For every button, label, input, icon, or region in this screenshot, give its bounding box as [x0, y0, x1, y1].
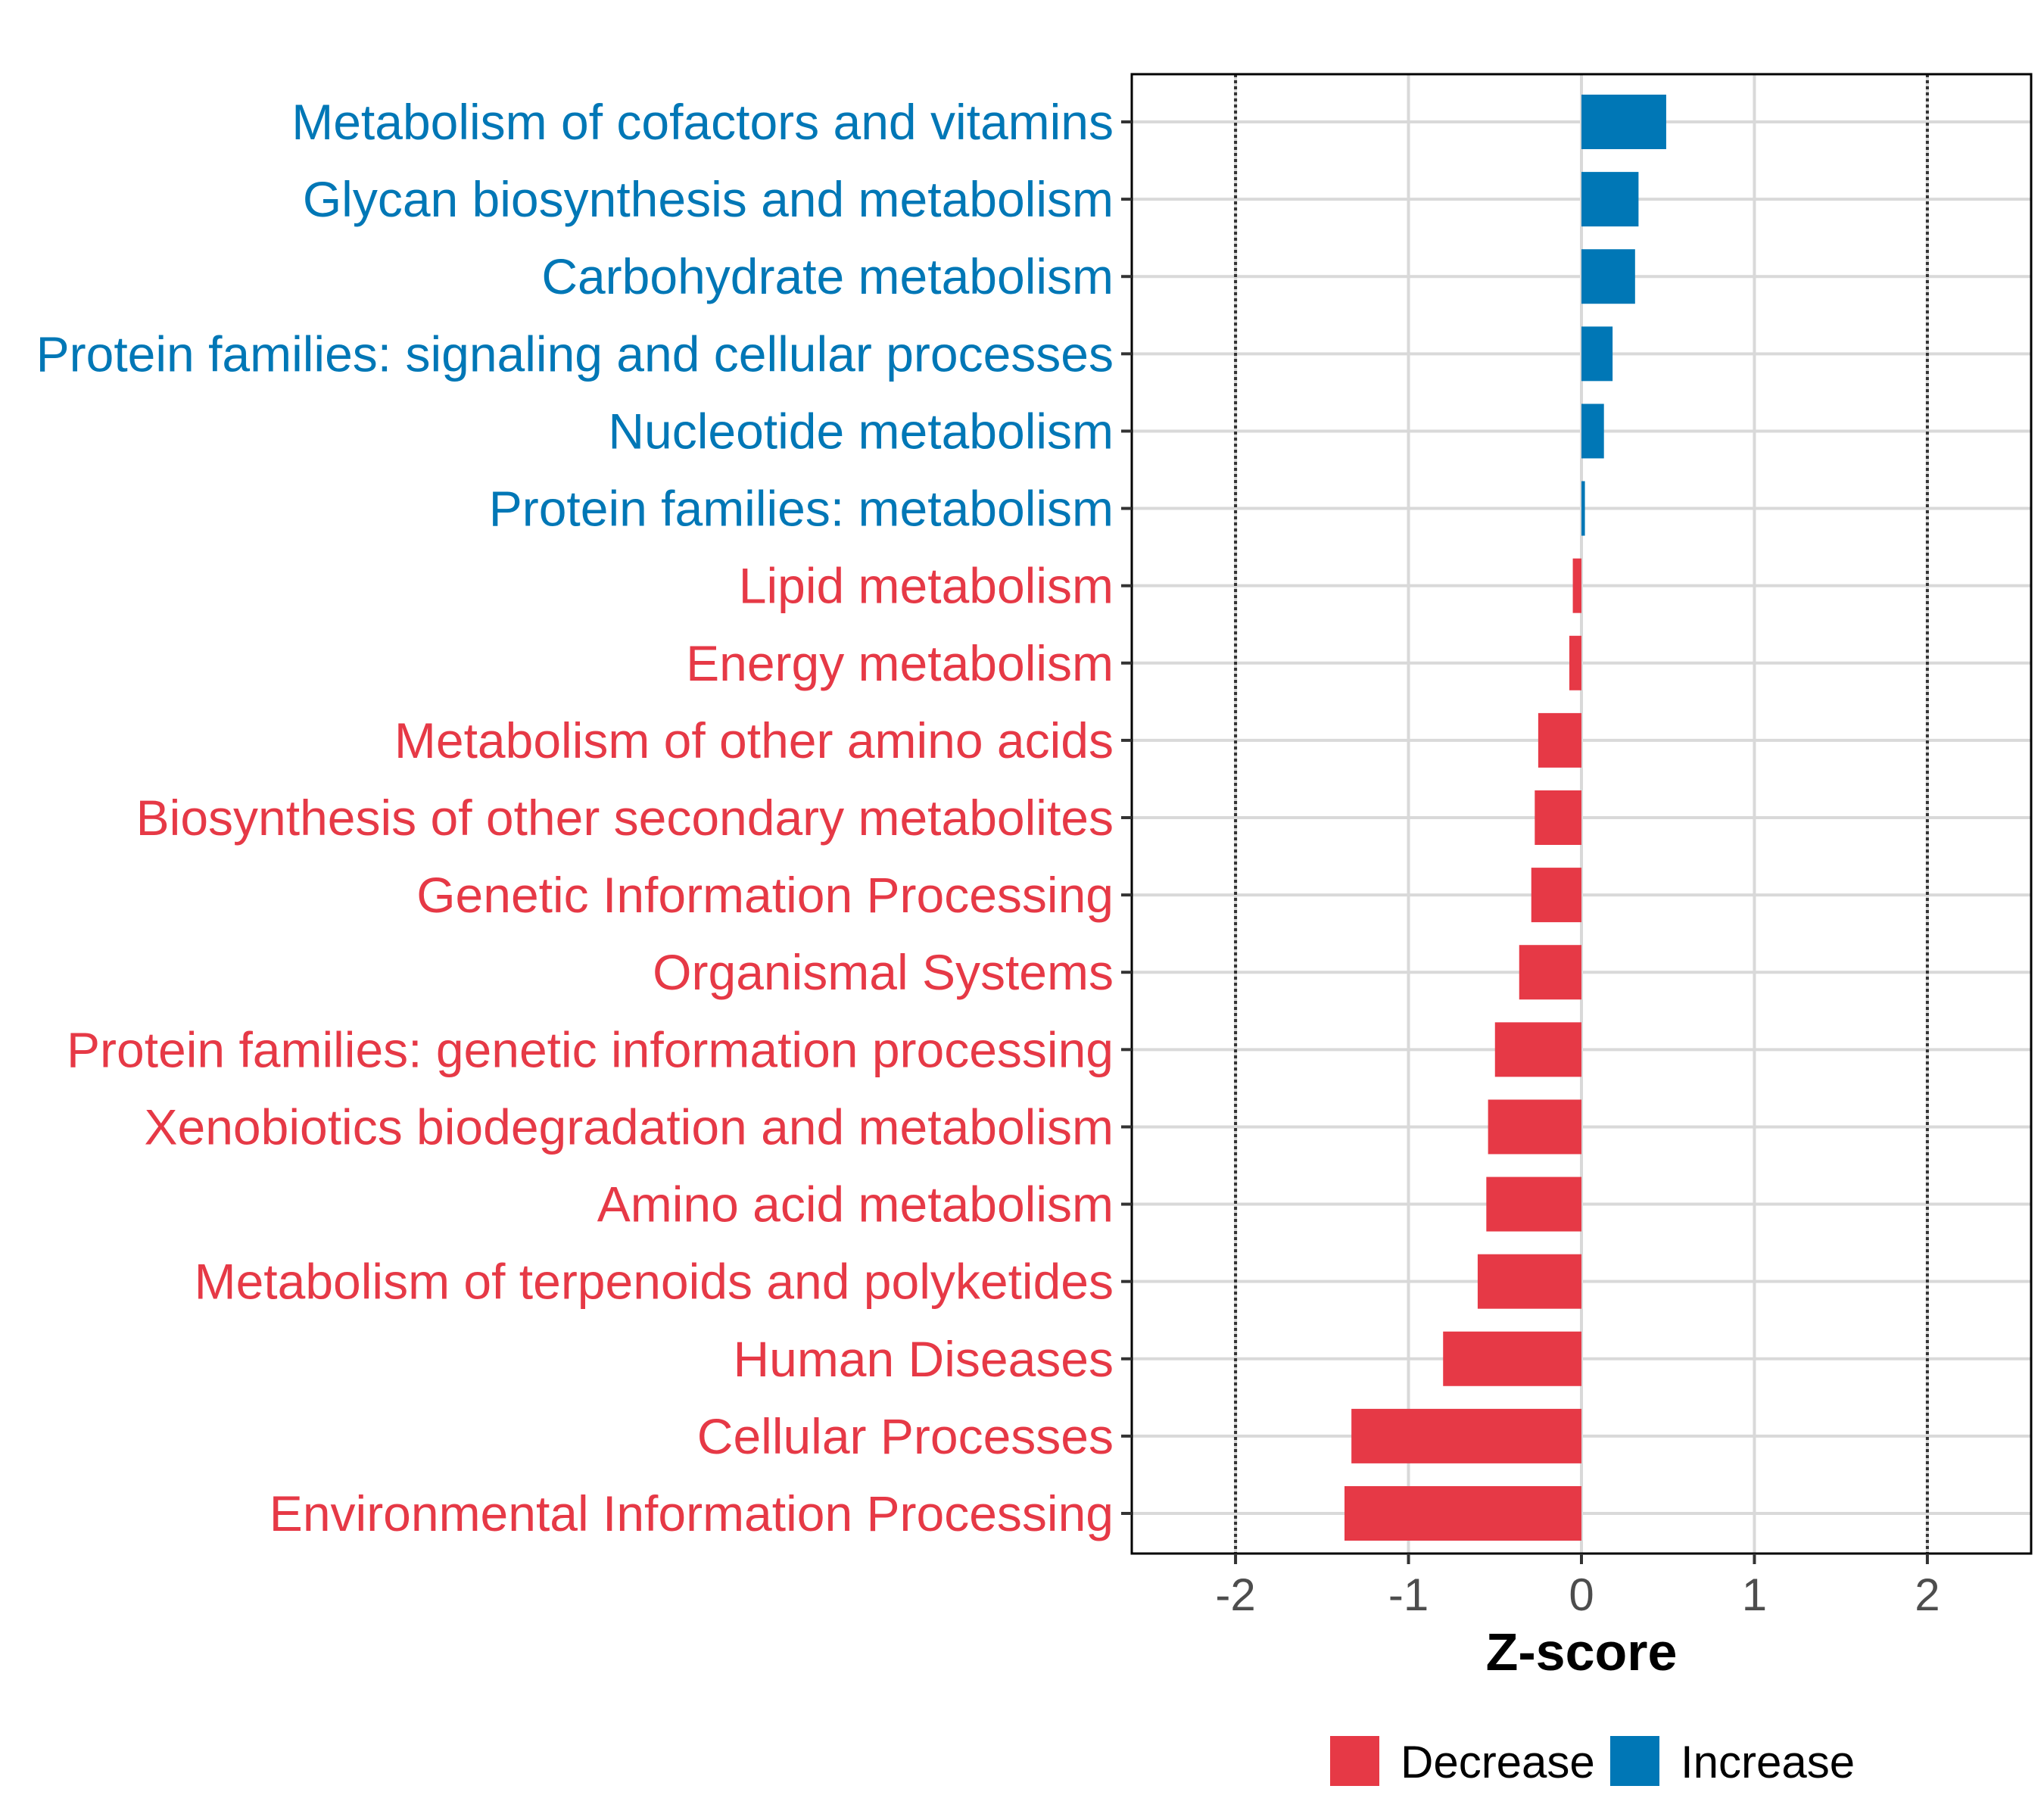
category-label: Xenobiotics biodegradation and metabolis…	[145, 1099, 1114, 1155]
legend-key-increase	[1610, 1736, 1659, 1786]
bar	[1581, 172, 1639, 227]
x-axis-ticks: -2 -1 0 1 2	[1215, 1554, 1940, 1620]
category-label: Environmental Information Processing	[270, 1485, 1114, 1541]
bar	[1443, 1331, 1581, 1386]
category-label: Protein families: genetic information pr…	[67, 1021, 1114, 1077]
bar	[1572, 558, 1581, 613]
bar	[1494, 1022, 1581, 1077]
bar	[1519, 945, 1581, 1000]
y-axis-ticks	[1121, 120, 1132, 1515]
x-tick-label: -2	[1215, 1569, 1255, 1620]
bar	[1581, 249, 1635, 304]
category-label: Metabolism of cofactors and vitamins	[291, 94, 1114, 150]
bar	[1535, 790, 1581, 845]
category-label: Metabolism of terpenoids and polyketides	[195, 1254, 1114, 1310]
bar	[1581, 404, 1604, 459]
bar	[1344, 1486, 1581, 1541]
category-label: Protein families: signaling and cellular…	[36, 326, 1114, 382]
category-label: Amino acid metabolism	[597, 1177, 1114, 1233]
category-label: Metabolism of other amino acids	[394, 712, 1114, 768]
category-label: Biosynthesis of other secondary metaboli…	[136, 790, 1114, 846]
y-axis-category-labels: Metabolism of cofactors and vitamins Glyc…	[36, 94, 1114, 1541]
x-tick-label: 1	[1742, 1569, 1767, 1620]
category-label: Glycan biosynthesis and metabolism	[303, 171, 1114, 227]
category-label: Energy metabolism	[686, 635, 1114, 691]
category-label: Nucleotide metabolism	[608, 403, 1114, 459]
bar	[1531, 868, 1581, 923]
x-tick-label: -1	[1388, 1569, 1429, 1620]
bar	[1351, 1408, 1581, 1463]
legend-label-decrease: Decrease	[1401, 1737, 1595, 1787]
bar	[1581, 95, 1666, 149]
bar	[1477, 1254, 1581, 1309]
bar	[1486, 1177, 1581, 1232]
bar	[1569, 635, 1581, 690]
legend-label-increase: Increase	[1681, 1737, 1855, 1787]
bar	[1581, 326, 1613, 382]
category-label: Protein families: metabolism	[489, 481, 1114, 537]
category-label: Cellular Processes	[697, 1408, 1114, 1464]
category-label: Carbohydrate metabolism	[541, 248, 1114, 304]
legend-key-decrease	[1330, 1736, 1379, 1786]
bar	[1488, 1099, 1581, 1155]
bar	[1538, 712, 1581, 768]
category-label: Genetic Information Processing	[416, 867, 1114, 923]
x-tick-label: 0	[1569, 1569, 1594, 1620]
x-axis-title: Z-score	[1486, 1622, 1678, 1681]
category-label: Lipid metabolism	[739, 558, 1114, 614]
legend: Decrease Increase	[1330, 1736, 1855, 1787]
bars	[1344, 95, 1666, 1541]
x-tick-label: 2	[1915, 1569, 1940, 1620]
category-label: Organismal Systems	[653, 944, 1114, 1000]
category-label: Human Diseases	[733, 1331, 1114, 1387]
bar	[1581, 481, 1585, 536]
